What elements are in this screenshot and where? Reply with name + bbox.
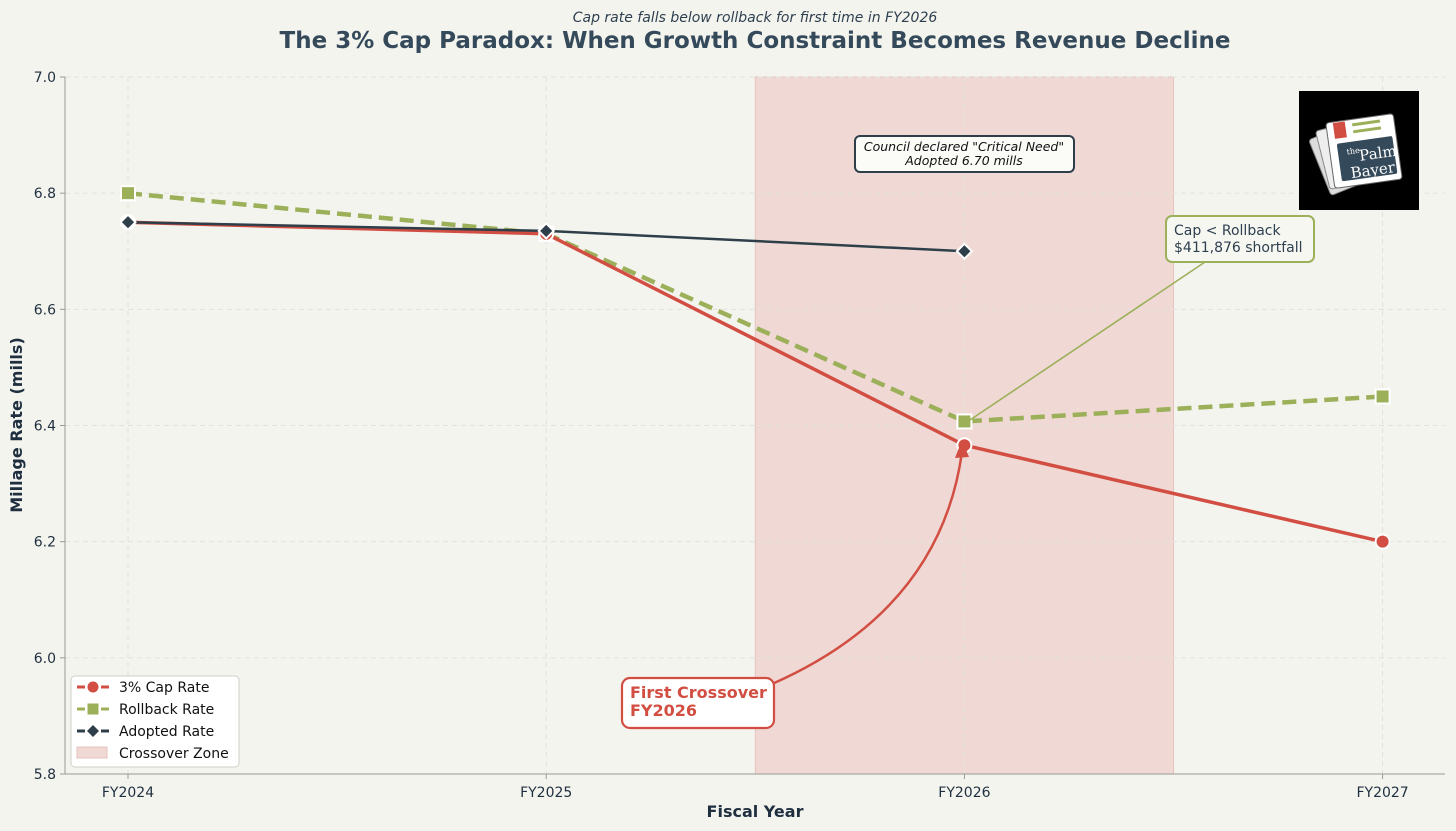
annotation-critical-need-line2: Adopted 6.70 mills — [904, 153, 1023, 168]
series-point-rollback-rate — [120, 185, 136, 202]
y-tick-label: 6.4 — [34, 419, 56, 435]
logo-line-palm: Palm — [1358, 142, 1398, 165]
x-axis-title: Fiscal Year — [707, 802, 804, 821]
series-point-adopted-rate — [955, 242, 974, 261]
annotation-critical-need: Council declared "Critical Need" Adopted… — [854, 135, 1075, 173]
annotation-first-crossover-arrowhead — [955, 440, 969, 458]
newspaper-icon — [1309, 113, 1403, 196]
legend-marker-rollback — [87, 703, 99, 715]
series-layer — [119, 185, 1391, 550]
legend-item-cap: 3% Cap Rate — [77, 680, 209, 696]
annotation-shortfall: Cap < Rollback $411,876 shortfall — [969, 215, 1315, 421]
legend-label-cap: 3% Cap Rate — [119, 680, 209, 696]
annotation-first-crossover-arrow — [771, 451, 964, 686]
chart-subtitle: Cap rate falls below rollback for first … — [573, 10, 938, 26]
series-point-adopted-rate — [537, 222, 556, 240]
x-ticks: FY2024 FY2025 FY2026 FY2027 — [102, 774, 1409, 801]
legend-item-zone: Crossover Zone — [76, 746, 229, 762]
series-point-rollback-rate — [1374, 388, 1391, 405]
legend-item-adopted: Adopted Rate — [77, 724, 214, 740]
y-tick-label: 6.0 — [34, 651, 56, 667]
legend-label-adopted: Adopted Rate — [119, 724, 214, 740]
annotation-shortfall-box — [1165, 215, 1315, 263]
palm-bayer-logo: the Palm Bayer — [1299, 91, 1419, 210]
logo-line-the: the — [1346, 146, 1360, 157]
x-tick-label: FY2026 — [938, 785, 990, 801]
legend-box — [70, 675, 240, 768]
x-tick-label: FY2027 — [1356, 785, 1408, 801]
y-tick-label: 7.0 — [34, 70, 56, 86]
chart-title: The 3% Cap Paradox: When Growth Constrai… — [280, 28, 1231, 54]
annotation-shortfall-line1: Cap < Rollback — [1174, 223, 1281, 239]
annotation-first-crossover-line2: FY2026 — [630, 701, 697, 720]
series-line-rollback-rate — [127, 190, 1383, 424]
legend-marker-cap — [87, 681, 99, 693]
annotation-shortfall-arrow — [969, 261, 1206, 421]
y-tick-label: 6.8 — [34, 186, 56, 202]
legend-marker-adopted — [87, 725, 99, 737]
legend: 3% Cap Rate Rollback Rate Adopted Rate C… — [70, 675, 240, 768]
y-axis-title: Millage Rate (mills) — [7, 337, 26, 513]
annotation-shortfall-line2: $411,876 shortfall — [1174, 240, 1303, 256]
annotation-critical-need-box — [854, 135, 1075, 173]
y-tick-label: 5.8 — [34, 767, 56, 783]
y-tick-label: 6.6 — [34, 302, 56, 318]
annotation-first-crossover: First Crossover FY2026 — [620, 440, 969, 730]
x-tick-label: FY2024 — [102, 785, 154, 801]
series-line-3-cap-rate — [126, 220, 1385, 544]
annotation-critical-need-line1: Council declared "Critical Need" — [864, 139, 1064, 154]
legend-swatch-zone — [76, 746, 108, 759]
series-point-3-cap-rate — [1374, 533, 1391, 550]
legend-label-rollback: Rollback Rate — [119, 702, 214, 718]
annotation-first-crossover-line1: First Crossover — [630, 683, 767, 702]
legend-item-rollback: Rollback Rate — [77, 702, 214, 718]
legend-label-zone: Crossover Zone — [119, 746, 229, 762]
x-tick-label: FY2025 — [520, 785, 572, 801]
y-ticks: 5.8 6.0 6.2 6.4 6.6 6.8 7.0 — [34, 70, 65, 783]
annotation-first-crossover-box — [620, 676, 776, 730]
series-point-rollback-rate — [956, 413, 973, 430]
series-point-adopted-rate — [119, 213, 137, 232]
y-tick-label: 6.2 — [34, 535, 56, 551]
